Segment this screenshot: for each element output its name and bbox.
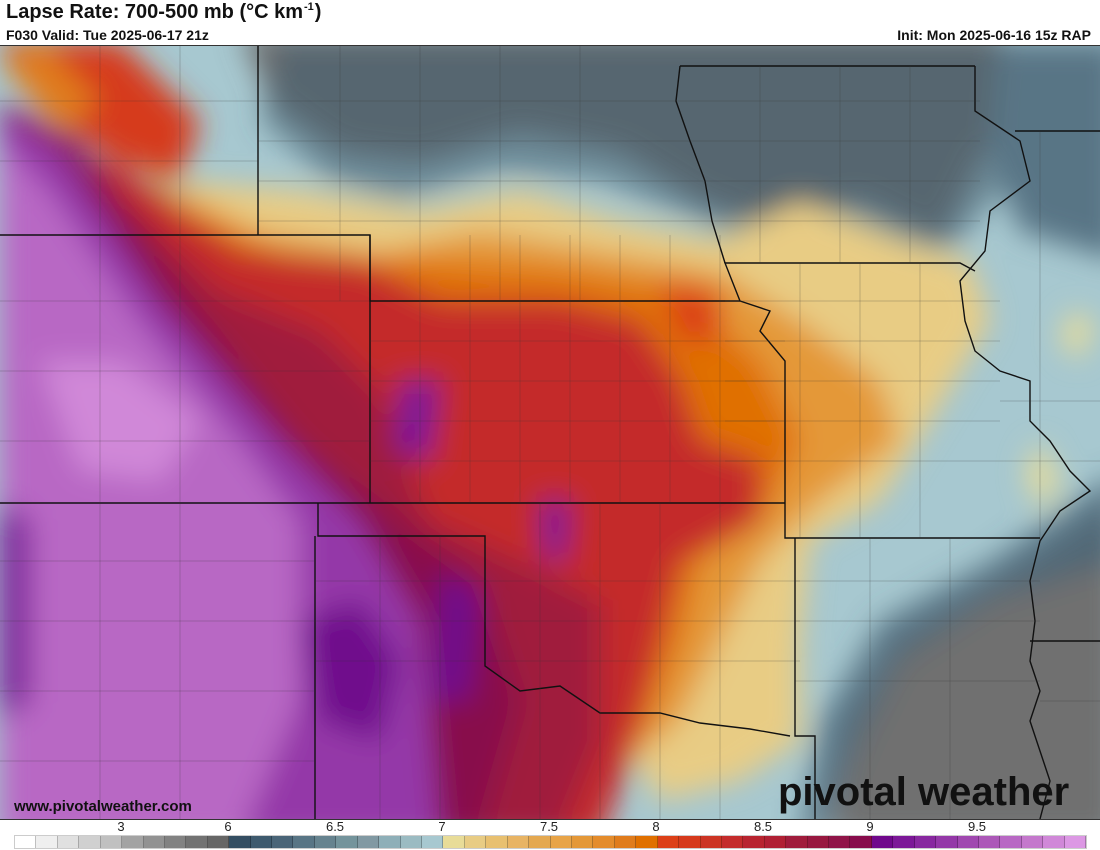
map-title: Lapse Rate: 700-500 mb (°C km-1) <box>6 1 321 23</box>
colorbar-swatch <box>679 836 701 848</box>
colorbar <box>14 835 1087 849</box>
colorbar-label: 7 <box>438 819 446 834</box>
colorbar-swatch <box>743 836 765 848</box>
colorbar-swatch <box>186 836 208 848</box>
title-text: Lapse Rate: 700-500 mb (°C km <box>6 1 304 23</box>
colorbar-swatch <box>486 836 508 848</box>
colorbar-swatch <box>293 836 315 848</box>
colorbar-swatch <box>164 836 187 848</box>
colorbar-swatch <box>764 836 787 848</box>
colorbar-swatch <box>850 836 872 848</box>
lapse-rate-map <box>0 45 1100 820</box>
colorbar-swatch <box>379 836 401 848</box>
colorbar-swatch <box>336 836 358 848</box>
colorbar-swatch <box>893 836 915 848</box>
colorbar-swatch <box>529 836 551 848</box>
colorbar-swatch <box>207 836 230 848</box>
county-borders <box>0 46 1100 819</box>
colorbar-swatch <box>122 836 144 848</box>
state-borders <box>0 46 1100 819</box>
colorbar-swatch <box>593 836 615 848</box>
colorbar-swatch <box>829 836 851 848</box>
colorbar-swatch <box>464 836 487 848</box>
colorbar-label: 9 <box>866 819 874 834</box>
colorbar-swatch <box>250 836 273 848</box>
colorbar-swatch <box>143 836 165 848</box>
website-url: www.pivotalweather.com <box>14 798 192 815</box>
colorbar-swatch <box>1064 836 1087 848</box>
colorbar-swatch <box>636 836 658 848</box>
colorbar-swatch <box>100 836 123 848</box>
colorbar-swatch <box>79 836 101 848</box>
colorbar-swatch <box>571 836 594 848</box>
colorbar-swatch <box>229 836 251 848</box>
colorbar-label: 8 <box>652 819 660 834</box>
colorbar-swatch <box>507 836 530 848</box>
colorbar-label: 8.5 <box>753 819 773 834</box>
colorbar-swatch <box>786 836 808 848</box>
colorbar-labels: 3 6 6.5 7 7.5 8 8.5 9 9.5 <box>0 819 1100 834</box>
shaded-field <box>0 46 1100 819</box>
colorbar-swatch <box>614 836 637 848</box>
init-time: Init: Mon 2025-06-16 15z RAP <box>897 27 1091 43</box>
colorbar-swatch <box>57 836 80 848</box>
colorbar-swatch <box>15 836 37 848</box>
colorbar-swatch <box>807 836 830 848</box>
colorbar-swatch <box>657 836 680 848</box>
colorbar-swatch <box>1000 836 1022 848</box>
colorbar-label: 9.5 <box>967 819 987 834</box>
colorbar-swatch <box>1021 836 1044 848</box>
colorbar-swatch <box>422 836 444 848</box>
colorbar-swatch <box>721 836 744 848</box>
colorbar-label: 7.5 <box>539 819 559 834</box>
colorbar-swatch <box>700 836 722 848</box>
title-superscript: -1 <box>304 1 314 13</box>
colorbar-swatch <box>36 836 58 848</box>
colorbar-label: 6 <box>224 819 232 834</box>
colorbar-swatch <box>357 836 380 848</box>
colorbar-swatch <box>272 836 294 848</box>
colorbar-swatch <box>936 836 958 848</box>
colorbar-swatch <box>871 836 894 848</box>
title-end: ) <box>314 1 322 23</box>
colorbar-swatch <box>400 836 423 848</box>
colorbar-swatch <box>443 836 465 848</box>
pivotal-weather-logo: pivotal weather <box>778 770 1070 814</box>
valid-time: F030 Valid: Tue 2025-06-17 21z <box>6 27 209 43</box>
colorbar-swatch <box>914 836 937 848</box>
colorbar-label: 3 <box>117 819 125 834</box>
colorbar-label: 6.5 <box>325 819 345 834</box>
colorbar-swatch <box>1043 836 1065 848</box>
colorbar-swatch <box>550 836 572 848</box>
colorbar-swatch <box>978 836 1001 848</box>
colorbar-swatch <box>957 836 979 848</box>
colorbar-swatch <box>314 836 337 848</box>
